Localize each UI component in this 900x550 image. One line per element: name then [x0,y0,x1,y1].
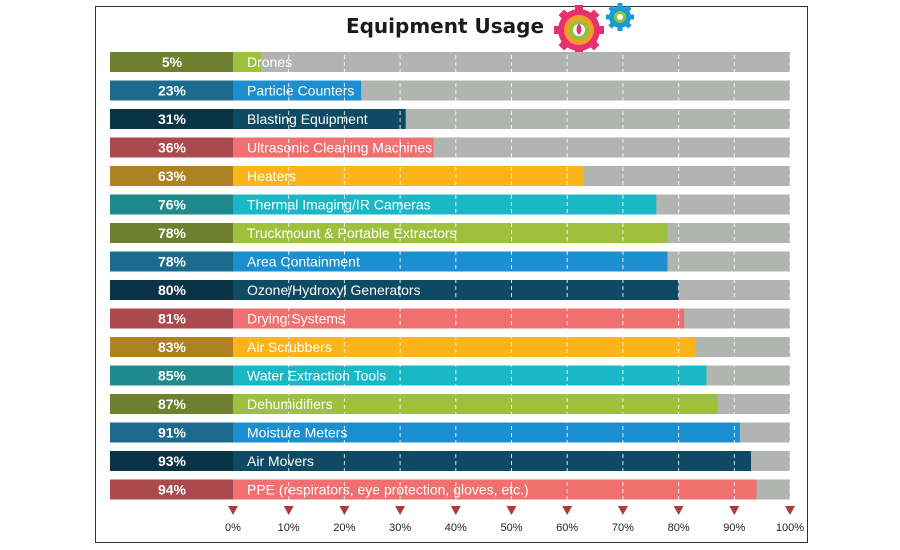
category-label: Air Scrubbers [247,339,332,355]
tick-marker-icon [562,506,573,515]
category-label: Truckmount & Portable Extractors [247,225,457,241]
bar [233,422,740,443]
tick-marker-icon [228,506,238,515]
bar [233,251,668,272]
value-label-box [110,223,233,243]
value-label: 87% [158,396,187,412]
gears-logo-icon [554,3,634,54]
chart-title: Equipment Usage [345,14,545,38]
tick-marker-icon [785,506,795,515]
value-label: 94% [158,482,187,498]
tick-label: 100% [776,522,804,534]
value-label: 83% [158,339,187,355]
value-label: 63% [158,168,187,184]
category-label: Heaters [247,168,296,184]
value-label-box [110,451,233,471]
bar [233,223,668,243]
value-label-box [110,166,233,186]
category-label: Moisture Meters [247,425,347,441]
bar [233,194,657,215]
category-label: Thermal Imaging/IR Cameras [247,197,431,213]
value-label: 80% [158,282,187,298]
bar [233,479,757,500]
category-label: Drying Systems [247,311,345,327]
tick-label: 70% [612,522,634,534]
tick-marker-icon [506,506,517,515]
category-label: Ultrasonic Cleaning Machines [247,140,432,156]
chart-frame [95,6,808,543]
bar [233,109,406,129]
value-label: 23% [158,83,187,99]
category-label: Drones [247,54,292,70]
value-label: 91% [158,425,187,441]
category-label: Particle Counters [247,83,354,99]
category-label: Water Extraction Tools [247,368,386,384]
bar [233,365,707,386]
value-label: 5% [162,54,183,70]
category-label: Area Containment [247,254,360,270]
value-label: 76% [158,197,187,213]
bar [233,137,434,158]
bar [233,52,261,72]
category-label: Blasting Equipment [247,111,368,127]
tick-label: 90% [723,522,745,534]
tick-marker-icon [450,506,461,515]
value-label: 81% [158,311,187,327]
tick-marker-icon [339,506,350,515]
value-label: 78% [158,254,187,270]
tick-marker-icon [729,506,740,515]
tick-label: 0% [225,522,241,534]
bar [233,80,362,101]
value-label-box [110,394,233,414]
category-label: PPE (respirators, eye protection, gloves… [247,482,529,498]
tick-marker-icon [673,506,684,515]
category-label: Ozone/Hydroxyl Generators [247,282,421,298]
tick-marker-icon [395,506,406,515]
category-label: Air Movers [247,453,314,469]
tick-marker-icon [617,506,628,515]
bar [233,166,584,186]
value-label: 36% [158,140,187,156]
tick-label: 60% [556,522,578,534]
bar [233,394,718,414]
value-label-box [110,280,233,300]
bar [233,308,685,329]
value-label-box [110,479,233,500]
value-label-box [110,80,233,101]
tick-label: 40% [445,522,467,534]
value-label: 85% [158,368,187,384]
bar [233,337,696,357]
tick-label: 10% [278,522,300,534]
tick-marker-icon [283,506,294,515]
tick-label: 30% [389,522,411,534]
value-label-box [110,109,233,129]
tick-label: 80% [668,522,690,534]
value-label-box [110,308,233,329]
value-label-box [110,422,233,443]
tick-label: 20% [333,522,355,534]
value-label-box [110,365,233,386]
value-label-box [110,251,233,272]
value-label-box [110,137,233,158]
value-label: 31% [158,111,187,127]
tick-label: 50% [500,522,522,534]
value-label: 78% [158,225,187,241]
category-label: Dehumidifiers [247,396,333,412]
value-label: 93% [158,453,187,469]
bar [233,451,752,471]
value-label-box [110,337,233,357]
value-label-box [110,52,233,72]
value-label-box [110,194,233,215]
